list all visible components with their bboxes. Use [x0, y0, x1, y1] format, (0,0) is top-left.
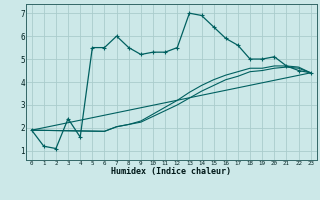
X-axis label: Humidex (Indice chaleur): Humidex (Indice chaleur)	[111, 167, 231, 176]
